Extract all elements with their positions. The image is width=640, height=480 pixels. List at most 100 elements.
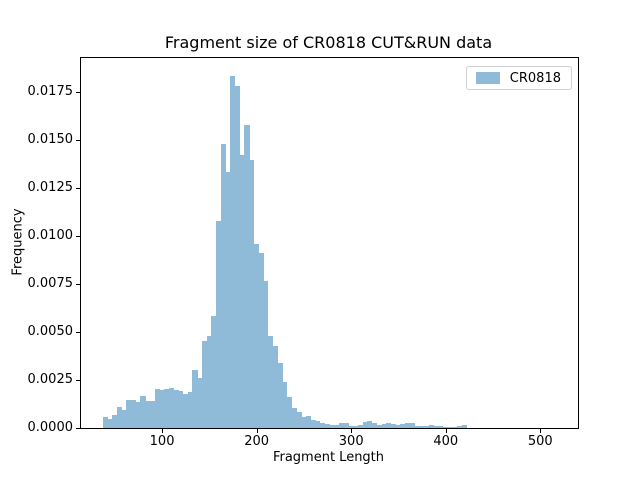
y-tick-mark [76,379,80,381]
histogram-bar [419,426,425,428]
x-tick-mark [540,428,542,433]
histogram-bar [263,280,269,428]
histogram-bar [197,378,203,428]
histogram-bar [130,400,137,428]
histogram-bar [230,75,236,428]
histogram-bar [112,414,118,428]
histogram-bar [324,424,330,428]
histogram-bar [211,315,217,428]
histogram-bar [145,400,151,428]
histogram-bar [367,421,373,428]
histogram-bar [353,425,359,428]
histogram-bar [334,424,340,428]
histogram-bar [343,423,349,428]
histogram-bar [234,86,241,428]
histogram-bar [168,388,174,428]
histogram-bar [173,390,179,428]
x-axis-label: Fragment Length [272,450,385,465]
histogram-bar [348,425,354,428]
x-tick-label: 500 [527,434,553,449]
histogram-bar [253,244,259,428]
histogram-bar [154,388,160,428]
histogram-bar [400,424,406,428]
histogram-bar [457,426,463,428]
histogram-bar [381,424,387,428]
x-tick-mark [162,428,164,433]
y-tick-label: 0.0050 [27,324,74,340]
histogram-bar [301,417,307,428]
legend-label: CR0818 [509,70,561,86]
histogram-bar [362,422,368,428]
x-tick-mark [445,428,447,433]
x-tick-label: 300 [338,434,364,449]
x-tick-label: 100 [149,434,175,449]
histogram-bar [310,419,316,428]
histogram-bar [286,397,293,428]
histogram-bar [386,423,392,428]
histogram-bar [305,415,311,428]
histogram-bar [376,424,382,428]
histogram-bar [461,425,467,428]
histogram-bar [272,345,278,428]
y-tick-label: 0.0025 [27,372,74,387]
histogram-bar [372,423,378,428]
histogram-bar [433,426,439,428]
histogram-bar [216,221,222,428]
y-tick-mark [76,427,80,429]
histogram-bar [149,400,155,428]
histogram-bar [428,425,434,428]
histogram-bar [182,394,189,428]
x-tick-label: 400 [433,434,459,449]
histogram-bar [239,154,245,428]
histogram-bar [244,124,250,428]
histogram-bar [438,426,444,428]
histogram-bar [220,144,226,428]
y-tick-label: 0.0075 [27,276,74,292]
chart-title: Fragment size of CR0818 CUT&RUN data [164,33,493,52]
histogram-bar [140,395,146,428]
histogram-bar [225,172,231,428]
histogram-bar [390,424,397,428]
y-tick-mark [76,187,80,189]
histogram-bar [135,401,141,428]
histogram-bar [107,419,113,428]
histogram-bar [329,424,335,428]
histogram-bar [268,336,274,428]
y-tick-label: 0.0150 [27,132,74,148]
histogram-bar [258,252,264,428]
histogram-bar [414,425,420,428]
histogram-bar [178,390,184,428]
histogram-bar [338,423,345,428]
y-tick-label: 0.0100 [27,228,74,244]
histogram-bar [159,390,165,428]
y-tick-mark [76,139,80,141]
y-tick-mark [76,283,80,285]
histogram-bar [206,336,212,428]
legend-patch [475,72,500,84]
histogram-bar [282,381,288,428]
histogram-bar [102,417,108,428]
histogram-bar [424,426,430,428]
histogram-bar [291,408,297,428]
y-tick-label: 0.0125 [27,180,74,196]
histogram-bar [409,423,415,428]
x-tick-label: 200 [244,434,270,449]
y-tick-label: 0.0175 [27,84,74,100]
histogram-bar [296,412,302,428]
histogram-bar [395,424,401,428]
y-tick-label: 0.0000 [27,420,74,435]
histogram-bar [315,421,321,428]
histogram-bar [357,424,363,428]
histogram-bar [192,370,198,428]
y-tick-mark [76,331,80,333]
plot-area: CR0818 [80,57,579,429]
histogram-bar [116,407,122,428]
histogram-bar [126,400,132,428]
histogram-bar [405,423,411,428]
histogram-bar [201,340,207,428]
histogram-bar [187,392,193,428]
histogram-bar [442,426,449,428]
legend: CR0818 [465,66,572,90]
histogram-bar [121,409,127,428]
